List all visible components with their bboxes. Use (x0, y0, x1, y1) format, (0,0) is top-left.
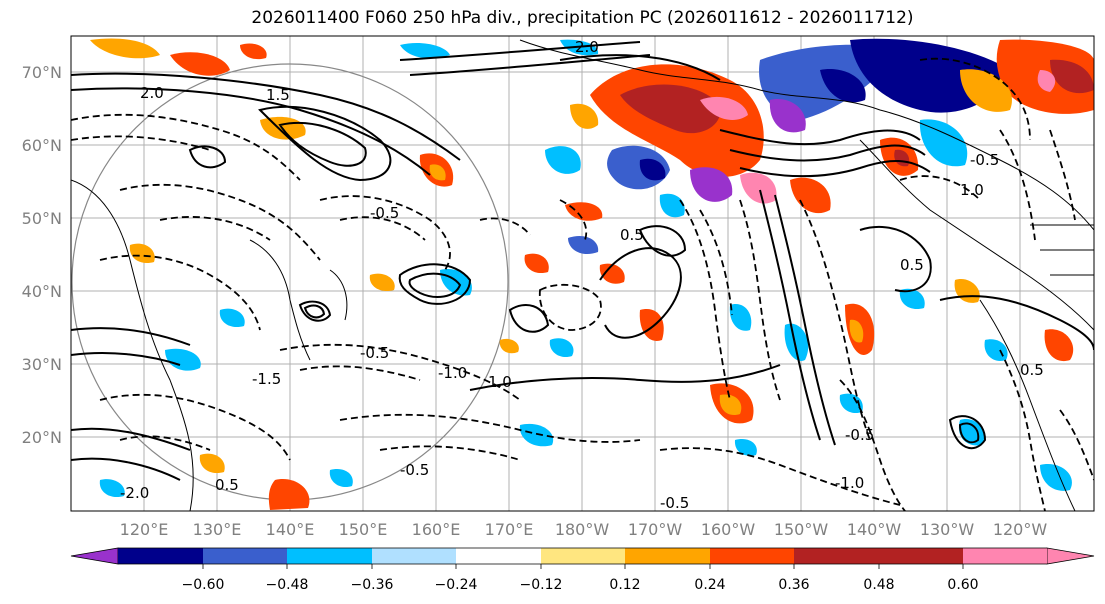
colorbar-tick: −0.60 (182, 577, 225, 593)
contour-label: -0.5 (360, 344, 389, 362)
colorbar-tick: 0.60 (947, 577, 978, 593)
lat-label: 50°N (22, 209, 62, 228)
colorbar-tick: −0.36 (351, 577, 394, 593)
colorbar-extend-right (1046, 547, 1095, 565)
colorbar-tick: 0.12 (609, 577, 640, 593)
latitude-labels: 70°N 60°N 50°N 40°N 30°N 20°N (22, 63, 62, 447)
colorbar-segment (456, 548, 541, 564)
contour-label: 1.0 (960, 181, 984, 199)
lat-label: 40°N (22, 282, 62, 301)
contours-negative (71, 57, 1094, 511)
colorbar-tick: −0.48 (266, 577, 309, 593)
lon-label: 160°W (701, 520, 756, 539)
lon-label: 150°E (339, 520, 388, 539)
contours-positive (71, 41, 1094, 481)
colorbar-tick: 0.24 (694, 577, 725, 593)
contour-label: -1.0 (835, 474, 864, 492)
lon-label: 120°E (120, 520, 169, 539)
contour-label: -0.5 (660, 494, 689, 512)
colorbar-tick: 0.48 (863, 577, 894, 593)
graticule (71, 36, 1094, 511)
longitude-labels: 120°E 130°E 140°E 150°E 160°E 170°E 180°… (120, 520, 1048, 539)
contour-label: -1.5 (252, 370, 281, 388)
plot-frame (70, 35, 1095, 512)
colorbar-tick: −0.24 (435, 577, 478, 593)
colorbar-tick: −0.12 (520, 577, 563, 593)
contour-label: -0.5 (970, 151, 999, 169)
colorbar-segment (287, 548, 372, 564)
contour-label: 1.0 (488, 373, 512, 391)
lon-label: 130°W (920, 520, 975, 539)
lon-label: 150°W (774, 520, 829, 539)
contour-label: 0.5 (900, 256, 924, 274)
shaded-field (90, 38, 1094, 510)
contour-label: -2.0 (120, 484, 149, 502)
contour-label: -1.0 (438, 364, 467, 382)
colorbar-segment (625, 548, 710, 564)
colorbar-segment (372, 548, 456, 564)
lon-label: 140°W (847, 520, 902, 539)
lon-label: 170°W (628, 520, 683, 539)
map-content: 2.0 1.5 2.0 -0.5 -0.5 -1.5 -1.0 1.0 -0.5… (71, 36, 1094, 512)
colorbar-segment (794, 548, 879, 564)
lat-label: 60°N (22, 136, 62, 155)
lat-label: 70°N (22, 63, 62, 82)
colorbar-tick: 0.36 (778, 577, 809, 593)
lon-label: 180°W (555, 520, 610, 539)
colorbar: −0.60 −0.48 −0.36 −0.24 −0.12 0.12 0.24 … (70, 547, 1095, 593)
colorbar-segment (203, 548, 287, 564)
contour-label: -0.5 (370, 204, 399, 222)
lon-label: 140°E (266, 520, 315, 539)
contour-label: 2.0 (140, 84, 164, 102)
colorbar-segment (118, 548, 203, 564)
lon-label: 130°E (193, 520, 242, 539)
lat-label: 30°N (22, 355, 62, 374)
lat-label: 20°N (22, 428, 62, 447)
contour-label: 0.5 (620, 226, 644, 244)
lon-label: 160°E (412, 520, 461, 539)
map-title: 2026011400 F060 250 hPa div., precipitat… (251, 8, 914, 28)
lon-label: 170°E (485, 520, 534, 539)
contour-label: 0.5 (1020, 361, 1044, 379)
contour-labels: 2.0 1.5 2.0 -0.5 -0.5 -1.5 -1.0 1.0 -0.5… (120, 38, 1044, 512)
colorbar-segment (879, 548, 963, 564)
colorbar-segment (710, 548, 794, 564)
colorbar-segment (541, 548, 625, 564)
lon-label: 120°W (993, 520, 1048, 539)
contour-label: -0.5 (400, 461, 429, 479)
contour-label: 1.5 (266, 86, 290, 104)
contour-label: 2.0 (575, 38, 599, 56)
colorbar-segment (963, 548, 1047, 564)
colorbar-extend-left (70, 547, 119, 565)
contour-label: -0.5 (845, 426, 874, 444)
contour-label: 0.5 (215, 476, 239, 494)
